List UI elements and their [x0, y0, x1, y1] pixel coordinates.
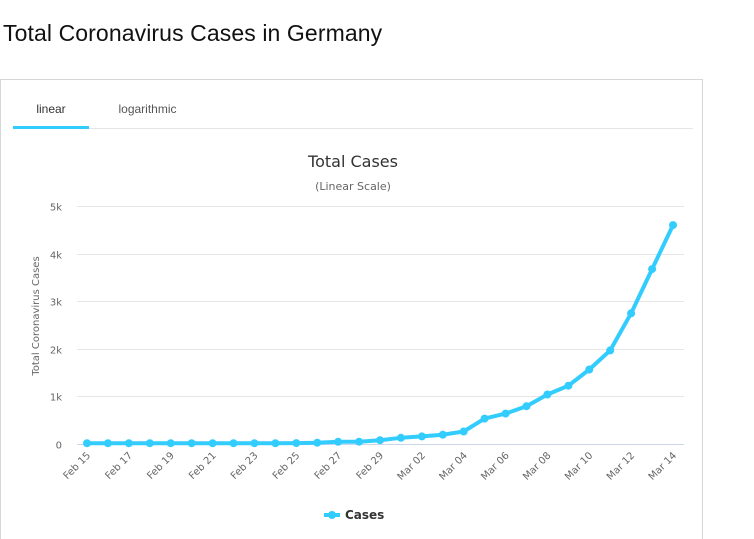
- legend-label[interactable]: Cases: [345, 508, 384, 522]
- data-point[interactable]: [271, 439, 280, 448]
- y-tick-label: 0: [56, 441, 62, 452]
- data-point[interactable]: [208, 439, 217, 448]
- x-tick-label: Mar 12: [605, 450, 637, 482]
- data-point[interactable]: [355, 437, 364, 446]
- data-point[interactable]: [166, 439, 175, 448]
- data-point[interactable]: [501, 409, 510, 418]
- data-point[interactable]: [480, 414, 489, 423]
- x-tick-label: Mar 04: [437, 450, 469, 482]
- x-tick-label: Feb 27: [313, 450, 345, 482]
- data-point[interactable]: [417, 432, 426, 441]
- page-title: Total Coronavirus Cases in Germany: [3, 20, 383, 46]
- series-line[interactable]: [85, 223, 675, 446]
- scale-tabs: linear logarithmic: [13, 80, 693, 129]
- x-tick-label: Feb 23: [229, 450, 261, 482]
- data-point[interactable]: [459, 427, 468, 436]
- chart-subtitle: (Linear Scale): [315, 180, 391, 193]
- x-tick-label: Mar 02: [396, 450, 428, 482]
- x-tick-label: Mar 14: [647, 450, 679, 482]
- x-tick-label: Feb 21: [187, 450, 219, 482]
- data-point[interactable]: [83, 439, 91, 448]
- x-tick-label: Feb 17: [103, 450, 135, 482]
- data-point[interactable]: [229, 439, 238, 448]
- legend-symbol-marker: [328, 511, 336, 519]
- x-tick-label: Mar 06: [479, 450, 511, 482]
- y-tick-label: 3k: [50, 298, 62, 309]
- series-cases[interactable]: [83, 221, 677, 448]
- data-point[interactable]: [438, 430, 447, 439]
- data-point[interactable]: [396, 433, 405, 442]
- data-point[interactable]: [627, 309, 636, 318]
- data-point[interactable]: [145, 439, 154, 448]
- y-axis-ticks: 0 1k 2k 3k 4k 5k: [50, 203, 62, 452]
- data-point[interactable]: [292, 439, 301, 448]
- x-axis-ticks: Feb 15 Feb 17 Feb 19 Feb 21 Feb 23 Feb 25 Feb …: [62, 450, 680, 482]
- x-tick-label: Mar 08: [521, 450, 553, 482]
- data-point[interactable]: [124, 439, 133, 448]
- data-point[interactable]: [543, 390, 552, 399]
- data-point[interactable]: [522, 402, 531, 411]
- y-tick-label: 1k: [50, 393, 62, 404]
- y-tick-label: 2k: [50, 346, 62, 357]
- data-point[interactable]: [585, 365, 594, 374]
- y-tick-label: 4k: [50, 251, 62, 262]
- data-point[interactable]: [334, 437, 343, 446]
- chart-panel: linear logarithmic Total Cases (Linear S…: [0, 79, 703, 539]
- data-point[interactable]: [606, 346, 615, 355]
- x-tick-label: Feb 29: [355, 450, 387, 482]
- data-point[interactable]: [250, 439, 259, 448]
- data-point[interactable]: [564, 381, 573, 390]
- active-tab-indicator: [13, 126, 89, 129]
- chart-title: Total Cases: [307, 152, 398, 171]
- data-point[interactable]: [187, 439, 196, 448]
- y-axis-title: Total Coronavirus Cases: [31, 256, 42, 376]
- x-tick-label: Feb 15: [62, 450, 94, 482]
- data-point[interactable]: [103, 439, 112, 448]
- x-tick-label: Feb 19: [145, 450, 177, 482]
- x-tick-label: Mar 10: [563, 450, 595, 482]
- data-point[interactable]: [648, 265, 657, 274]
- data-point[interactable]: [376, 436, 384, 445]
- legend[interactable]: Cases: [324, 508, 384, 522]
- grid-lines: [77, 206, 684, 445]
- tab-logarithmic[interactable]: logarithmic: [118, 102, 177, 116]
- data-point[interactable]: [669, 221, 677, 230]
- line-chart: Total Cases (Linear Scale) Total Coronav…: [31, 152, 684, 522]
- y-tick-label: 5k: [50, 203, 62, 214]
- x-tick-label: Feb 25: [271, 450, 303, 482]
- tab-linear[interactable]: linear: [36, 102, 66, 116]
- data-point[interactable]: [313, 438, 322, 447]
